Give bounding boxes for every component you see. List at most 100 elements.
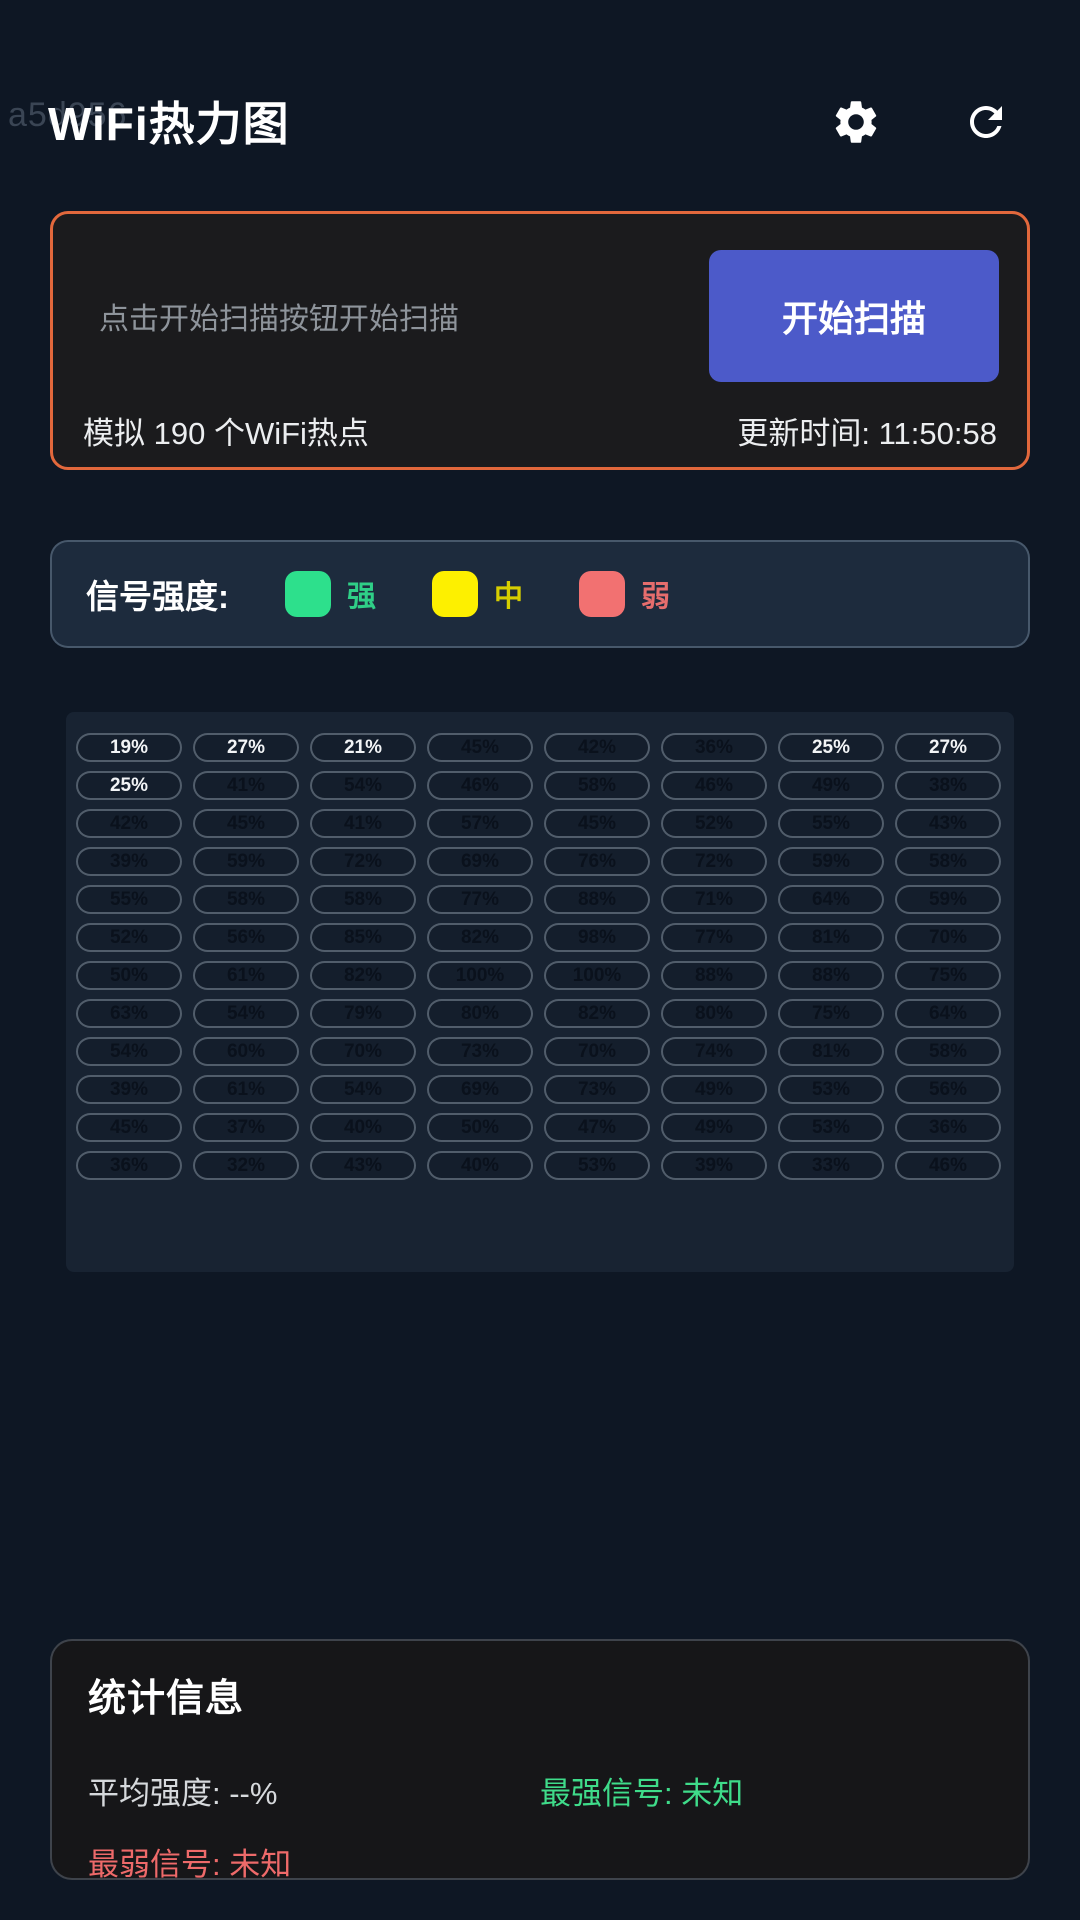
heatmap-cell: 46%: [895, 1151, 1001, 1180]
heatmap-cell: 49%: [778, 771, 884, 800]
heatmap-cell: 77%: [427, 885, 533, 914]
medium-label: 中: [494, 581, 524, 613]
settings-button[interactable]: [830, 96, 882, 148]
start-scan-button[interactable]: 开始扫描: [709, 250, 999, 382]
heatmap-cell: 82%: [544, 999, 650, 1028]
heatmap-cell: 85%: [310, 923, 416, 952]
heatmap-cell: 58%: [544, 771, 650, 800]
heatmap-cell: 75%: [895, 961, 1001, 990]
heatmap-cell: 55%: [778, 809, 884, 838]
heatmap-cell: 47%: [544, 1113, 650, 1142]
strong-label: 强: [347, 581, 377, 613]
heatmap-cell: 56%: [895, 1075, 1001, 1104]
medium-swatch: [432, 571, 479, 617]
heatmap-cell: 39%: [661, 1151, 767, 1180]
heatmap-cell: 71%: [661, 885, 767, 914]
refresh-button[interactable]: [962, 98, 1010, 146]
heatmap-cell: 58%: [193, 885, 299, 914]
heatmap-cell: 43%: [310, 1151, 416, 1180]
heatmap-cell: 52%: [661, 809, 767, 838]
heatmap-cell: 73%: [427, 1037, 533, 1066]
heatmap-cell: 72%: [661, 847, 767, 876]
heatmap-cell: 36%: [661, 733, 767, 762]
heatmap-cell: 60%: [193, 1037, 299, 1066]
heatmap-cell: 53%: [544, 1151, 650, 1180]
heatmap-cell: 19%: [76, 733, 182, 762]
heatmap-cell: 59%: [778, 847, 884, 876]
heatmap-cell: 63%: [76, 999, 182, 1028]
heatmap-cell: 59%: [895, 885, 1001, 914]
gear-icon: [835, 101, 877, 143]
heatmap-cell: 100%: [544, 961, 650, 990]
heatmap-cell: 54%: [310, 1075, 416, 1104]
heatmap-cell: 41%: [310, 809, 416, 838]
scan-card: 点击开始扫描按钮开始扫描 开始扫描 模拟 190 个WiFi热点 更新时间: 1…: [50, 211, 1030, 470]
heatmap-cell: 25%: [778, 733, 884, 762]
heatmap-cell: 45%: [76, 1113, 182, 1142]
update-time-text: 更新时间: 11:50:58: [737, 416, 997, 451]
heatmap-cell: 42%: [76, 809, 182, 838]
heatmap-cell: 75%: [778, 999, 884, 1028]
heatmap-cell: 88%: [544, 885, 650, 914]
stat-average-strength: 平均强度: --%: [88, 1776, 278, 1811]
heatmap-cell: 100%: [427, 961, 533, 990]
heatmap-cell: 33%: [778, 1151, 884, 1180]
heatmap-cell: 55%: [76, 885, 182, 914]
heatmap-cell: 82%: [427, 923, 533, 952]
heatmap-cell: 98%: [544, 923, 650, 952]
heatmap-cell: 49%: [661, 1113, 767, 1142]
heatmap-cell: 43%: [895, 809, 1001, 838]
heatmap-cell: 45%: [193, 809, 299, 838]
heatmap-cell: 74%: [661, 1037, 767, 1066]
signal-legend: 信号强度: 强 中 弱: [50, 540, 1030, 648]
heatmap-cell: 50%: [427, 1113, 533, 1142]
heatmap-cell: 37%: [193, 1113, 299, 1142]
stat-strongest-signal: 最强信号: 未知: [540, 1776, 744, 1811]
heatmap-cell: 21%: [310, 733, 416, 762]
stats-card: 统计信息 平均强度: --% 最强信号: 未知 最弱信号: 未知: [50, 1639, 1030, 1882]
heatmap-cell: 77%: [661, 923, 767, 952]
heatmap-cell: 70%: [544, 1037, 650, 1066]
heatmap-cell: 38%: [895, 771, 1001, 800]
watermark-text: a5d956: [8, 96, 128, 134]
legend-item-weak: 弱: [579, 571, 670, 617]
heatmap-grid: 19% 27% 21% 45% 42% 36% 25% 27% 25% 41% 54% 46% 58% 4…: [76, 733, 1001, 1180]
heatmap-cell: 27%: [895, 733, 1001, 762]
hotspot-count-text: 模拟 190 个WiFi热点: [83, 416, 369, 451]
legend-item-medium: 中: [432, 571, 523, 617]
heatmap-cell: 58%: [310, 885, 416, 914]
heatmap-cell: 69%: [427, 1075, 533, 1104]
heatmap-cell: 40%: [427, 1151, 533, 1180]
heatmap-cell: 50%: [76, 961, 182, 990]
heatmap-cell: 64%: [895, 999, 1001, 1028]
heatmap-cell: 81%: [778, 923, 884, 952]
strong-swatch: [285, 571, 331, 617]
heatmap-cell: 46%: [661, 771, 767, 800]
heatmap-cell: 32%: [193, 1151, 299, 1180]
heatmap-cell: 39%: [76, 847, 182, 876]
legend-item-strong: 强: [285, 571, 376, 617]
heatmap-cell: 79%: [310, 999, 416, 1028]
stats-title: 统计信息: [88, 1678, 245, 1720]
heatmap-cell: 54%: [193, 999, 299, 1028]
heatmap-cell: 42%: [544, 733, 650, 762]
heatmap-cell: 81%: [778, 1037, 884, 1066]
refresh-icon: [970, 106, 1002, 138]
heatmap-cell: 36%: [895, 1113, 1001, 1142]
heatmap-cell: 70%: [895, 923, 1001, 952]
weak-label: 弱: [641, 581, 671, 613]
heatmap-cell: 56%: [193, 923, 299, 952]
heatmap-cell: 25%: [76, 771, 182, 800]
heatmap-cell: 58%: [895, 1037, 1001, 1066]
heatmap-cell: 41%: [193, 771, 299, 800]
heatmap-cell: 54%: [310, 771, 416, 800]
heatmap-cell: 52%: [76, 923, 182, 952]
heatmap-cell: 76%: [544, 847, 650, 876]
heatmap-cell: 61%: [193, 1075, 299, 1104]
heatmap-cell: 45%: [427, 733, 533, 762]
heatmap-cell: 46%: [427, 771, 533, 800]
heatmap-cell: 36%: [76, 1151, 182, 1180]
heatmap-cell: 80%: [661, 999, 767, 1028]
heatmap-cell: 49%: [661, 1075, 767, 1104]
weak-swatch: [579, 571, 626, 617]
